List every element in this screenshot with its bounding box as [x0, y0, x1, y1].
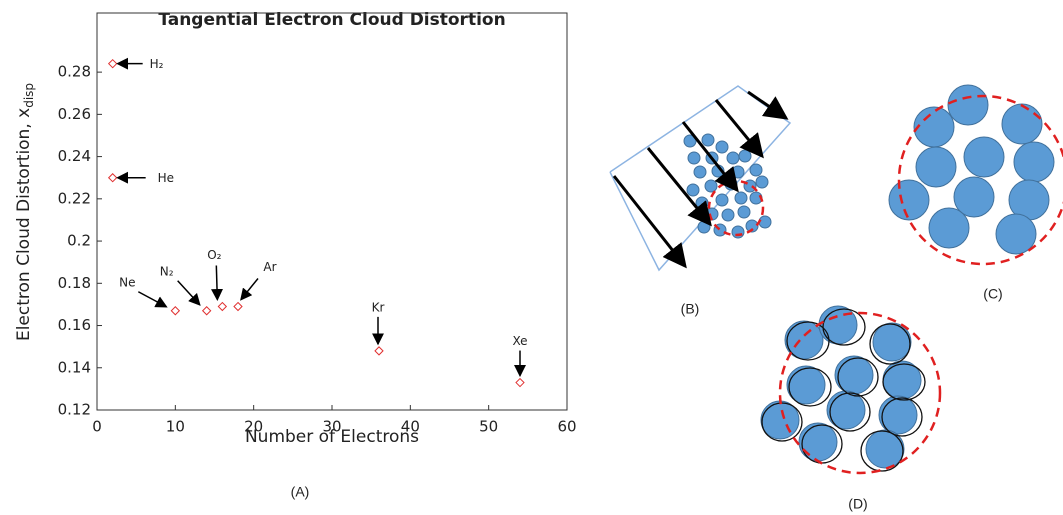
y-tick-label: 0.14 [58, 358, 91, 376]
y-tick-label: 0.16 [58, 316, 91, 334]
y-tick-label: 0.22 [58, 189, 91, 207]
data-point [109, 60, 117, 68]
y-tick-label: 0.24 [58, 147, 91, 165]
y-tick-label: 0.2 [67, 232, 91, 250]
annotation-arrow [178, 281, 200, 305]
point-label: H₂ [150, 57, 164, 71]
x-tick-label: 50 [479, 418, 498, 436]
point-label: O₂ [207, 248, 221, 262]
plot-frame [97, 13, 567, 410]
y-axis-label-text: Electron Cloud Distortion, x [14, 108, 34, 341]
point-label: Ar [263, 260, 276, 274]
x-tick-label: 0 [92, 418, 102, 436]
panel-label: (A) [291, 484, 310, 500]
diagram-c [889, 85, 1063, 264]
y-tick-label: 0.28 [58, 63, 91, 81]
annotation-arrow [138, 292, 166, 307]
data-point [171, 307, 179, 315]
point-label: He [158, 171, 174, 185]
y-axis-label-subscript: disp [22, 83, 36, 108]
data-point [234, 303, 242, 311]
data-point [375, 347, 383, 355]
point-label: Ne [119, 275, 135, 289]
diagram-b [610, 86, 790, 270]
annotation-arrow [216, 266, 217, 300]
x-tick-label: 40 [401, 418, 420, 436]
x-tick-label: 10 [166, 418, 185, 436]
y-axis-label: Electron Cloud Distortion, xdisp [14, 83, 36, 341]
panel-label: (B) [681, 301, 700, 317]
x-tick-label: 20 [244, 418, 263, 436]
data-point [203, 307, 211, 315]
data-point [218, 303, 226, 311]
data-point [109, 174, 117, 182]
point-label: Kr [372, 300, 385, 314]
y-tick-label: 0.26 [58, 105, 91, 123]
annotation-arrow [241, 279, 258, 300]
panel-label: (D) [848, 496, 867, 512]
y-tick-label: 0.18 [58, 274, 91, 292]
y-tick-label: 0.12 [58, 401, 91, 419]
x-tick-label: 60 [557, 418, 576, 436]
point-label: N₂ [160, 264, 174, 278]
point-label: Xe [512, 334, 527, 348]
x-tick-label: 30 [322, 418, 341, 436]
data-point [516, 379, 524, 387]
panel-label: (C) [983, 286, 1002, 302]
diagram-d [761, 306, 940, 473]
figure: (B) (C) (D) (A) Tangential Electron Clou… [0, 0, 1063, 515]
